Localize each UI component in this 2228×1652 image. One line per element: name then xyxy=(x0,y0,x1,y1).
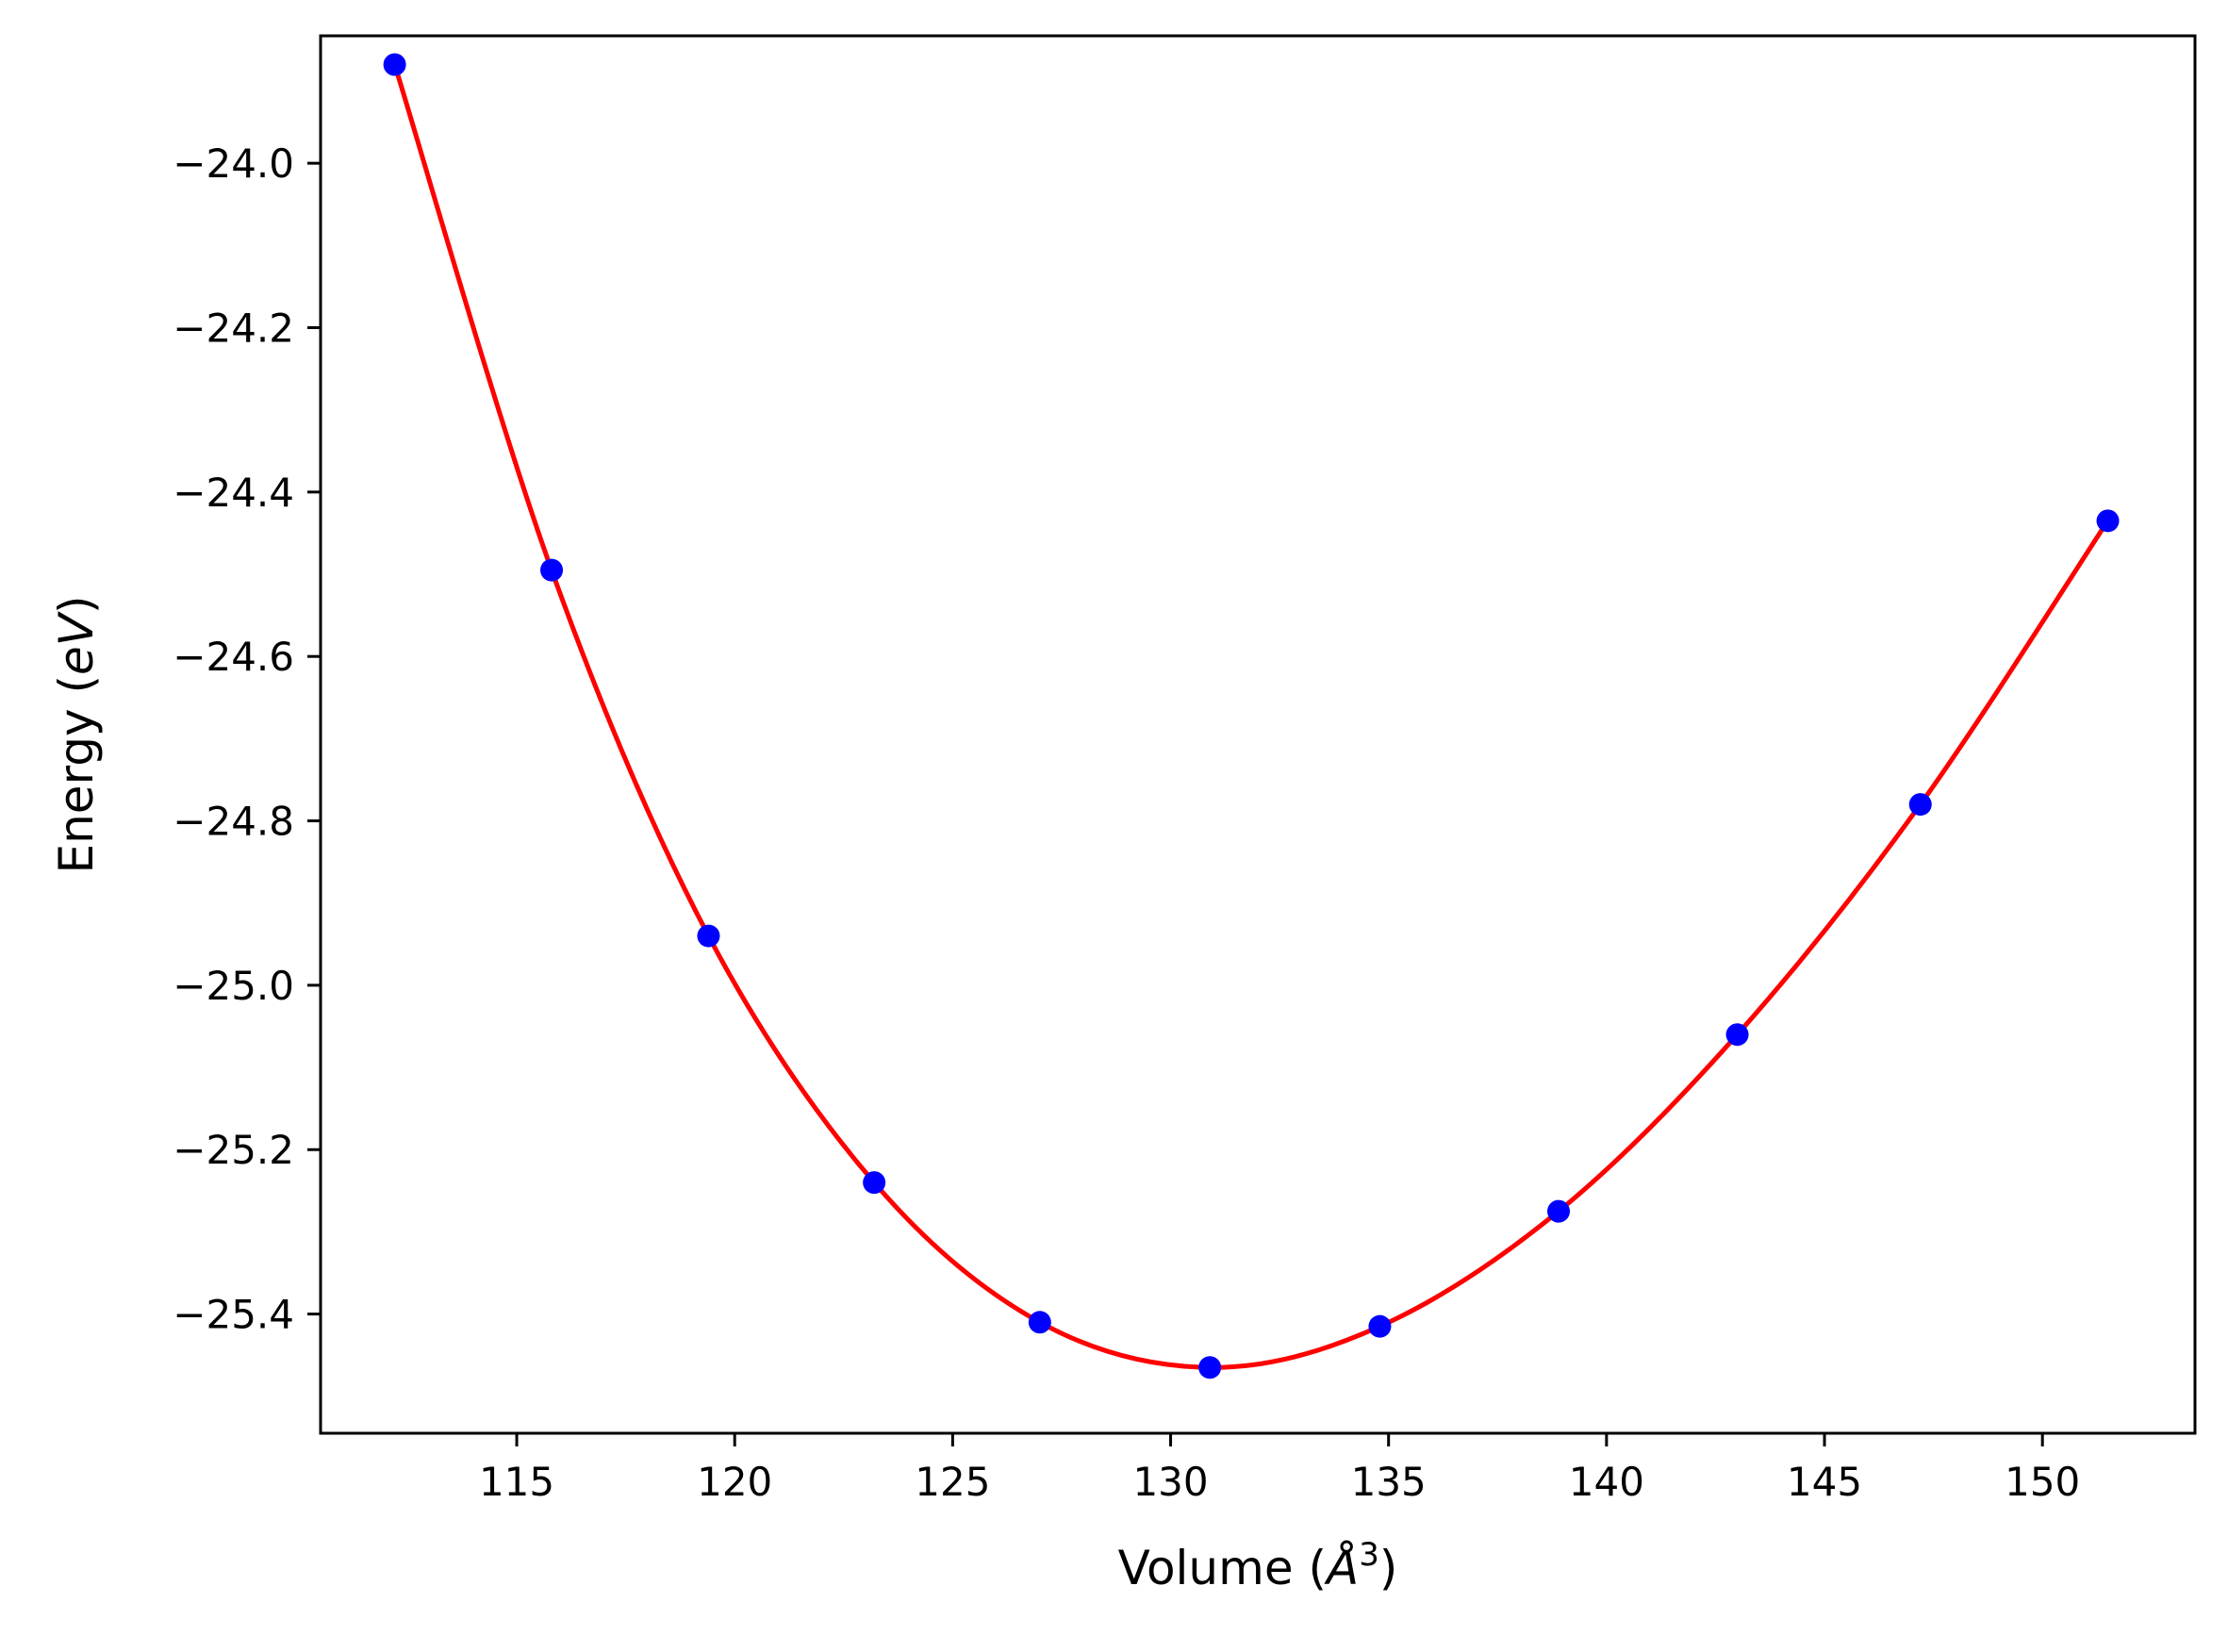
x-tick-label: 135 xyxy=(1351,1459,1427,1505)
data-point xyxy=(540,558,564,582)
axes: 115 120 125 130 135 140 145 150 −24.0 −24.2 −24.4 −… xyxy=(173,140,2080,1505)
data-point xyxy=(1547,1199,1571,1223)
data-point xyxy=(1198,1356,1222,1379)
y-tick-label: −25.2 xyxy=(173,1127,294,1173)
data-point xyxy=(1908,793,1932,817)
y-axis-label: Energy (eV) xyxy=(49,596,104,874)
x-tick-label: 125 xyxy=(915,1459,990,1505)
data-point xyxy=(1725,1023,1749,1047)
plot-area xyxy=(383,53,2120,1379)
x-tick-label: 115 xyxy=(479,1459,554,1505)
x-tick-label: 150 xyxy=(2005,1459,2080,1505)
data-point xyxy=(1028,1311,1051,1334)
data-point xyxy=(383,53,406,76)
data-point xyxy=(1368,1314,1392,1338)
y-tick-label: −24.8 xyxy=(173,799,294,845)
data-point xyxy=(2096,509,2120,533)
y-tick-label: −24.4 xyxy=(173,470,294,516)
y-tick-label: −25.0 xyxy=(173,963,294,1009)
plot-frame xyxy=(319,34,2197,1435)
y-tick-label: −25.4 xyxy=(173,1292,294,1338)
x-tick-label: 145 xyxy=(1787,1459,1862,1505)
data-point xyxy=(697,924,720,948)
data-point xyxy=(863,1171,886,1195)
x-axis-label: Volume (Å3) xyxy=(1118,1536,1398,1595)
y-tick-label: −24.2 xyxy=(173,305,294,351)
x-tick-label: 130 xyxy=(1132,1459,1208,1505)
y-tick-label: −24.0 xyxy=(173,140,294,187)
fit-curve-line xyxy=(392,62,2111,1370)
x-tick-label: 120 xyxy=(697,1459,772,1505)
y-tick-label: −24.6 xyxy=(173,634,294,680)
x-tick-label: 140 xyxy=(1569,1459,1644,1505)
